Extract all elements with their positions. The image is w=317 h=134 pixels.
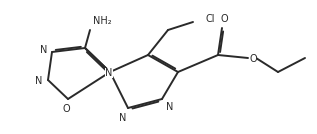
Text: N: N bbox=[166, 102, 174, 112]
Text: NH₂: NH₂ bbox=[93, 16, 112, 26]
Text: NH₂: NH₂ bbox=[93, 16, 112, 26]
Text: N: N bbox=[105, 68, 113, 78]
Text: N: N bbox=[119, 113, 127, 123]
Text: N: N bbox=[35, 76, 43, 86]
Text: O: O bbox=[220, 14, 228, 24]
Text: Cl: Cl bbox=[205, 14, 215, 24]
Text: O: O bbox=[62, 104, 70, 114]
Text: N: N bbox=[40, 45, 48, 55]
Text: O: O bbox=[249, 54, 257, 64]
